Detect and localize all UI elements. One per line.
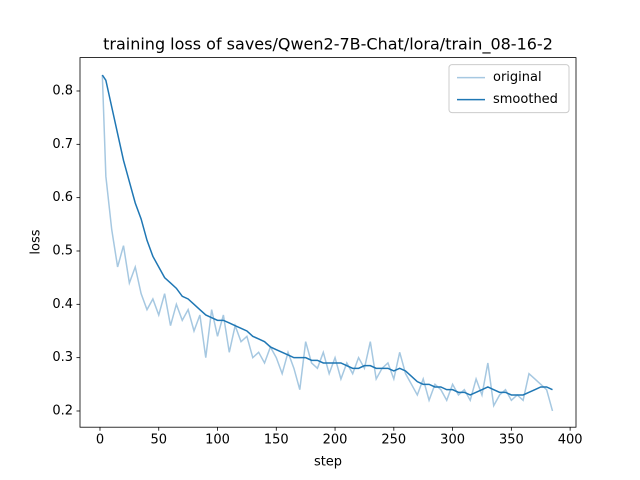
y-tick-label: 0.6 [52, 190, 73, 205]
x-tick-label: 350 [499, 433, 524, 448]
y-tick-label: 0.7 [52, 137, 73, 152]
y-tick-label: 0.8 [52, 83, 73, 98]
y-tick-label: 0.3 [52, 350, 73, 365]
y-tick-label: 0.5 [52, 243, 73, 258]
plot-frame [79, 57, 577, 428]
x-tick-label: 50 [150, 433, 167, 448]
line-1 [101, 74, 553, 396]
x-axis-label: step [314, 455, 342, 470]
legend-box [448, 64, 570, 114]
x-tick-label: 0 [96, 433, 104, 448]
x-tick-label: 400 [558, 433, 583, 448]
legend-label: smoothed [493, 92, 558, 107]
chart-title: training loss of saves/Qwen2-7B-Chat/lor… [103, 35, 553, 55]
legend-label: original [493, 70, 542, 85]
x-tick-label: 250 [381, 433, 406, 448]
x-tick-label: 300 [440, 433, 465, 448]
x-tick-label: 200 [323, 433, 348, 448]
y-tick-label: 0.2 [52, 403, 73, 418]
x-tick-label: 100 [205, 433, 230, 448]
y-tick-label: 0.4 [52, 297, 73, 312]
x-tick-label: 150 [264, 433, 289, 448]
y-axis-label: loss [29, 229, 44, 254]
